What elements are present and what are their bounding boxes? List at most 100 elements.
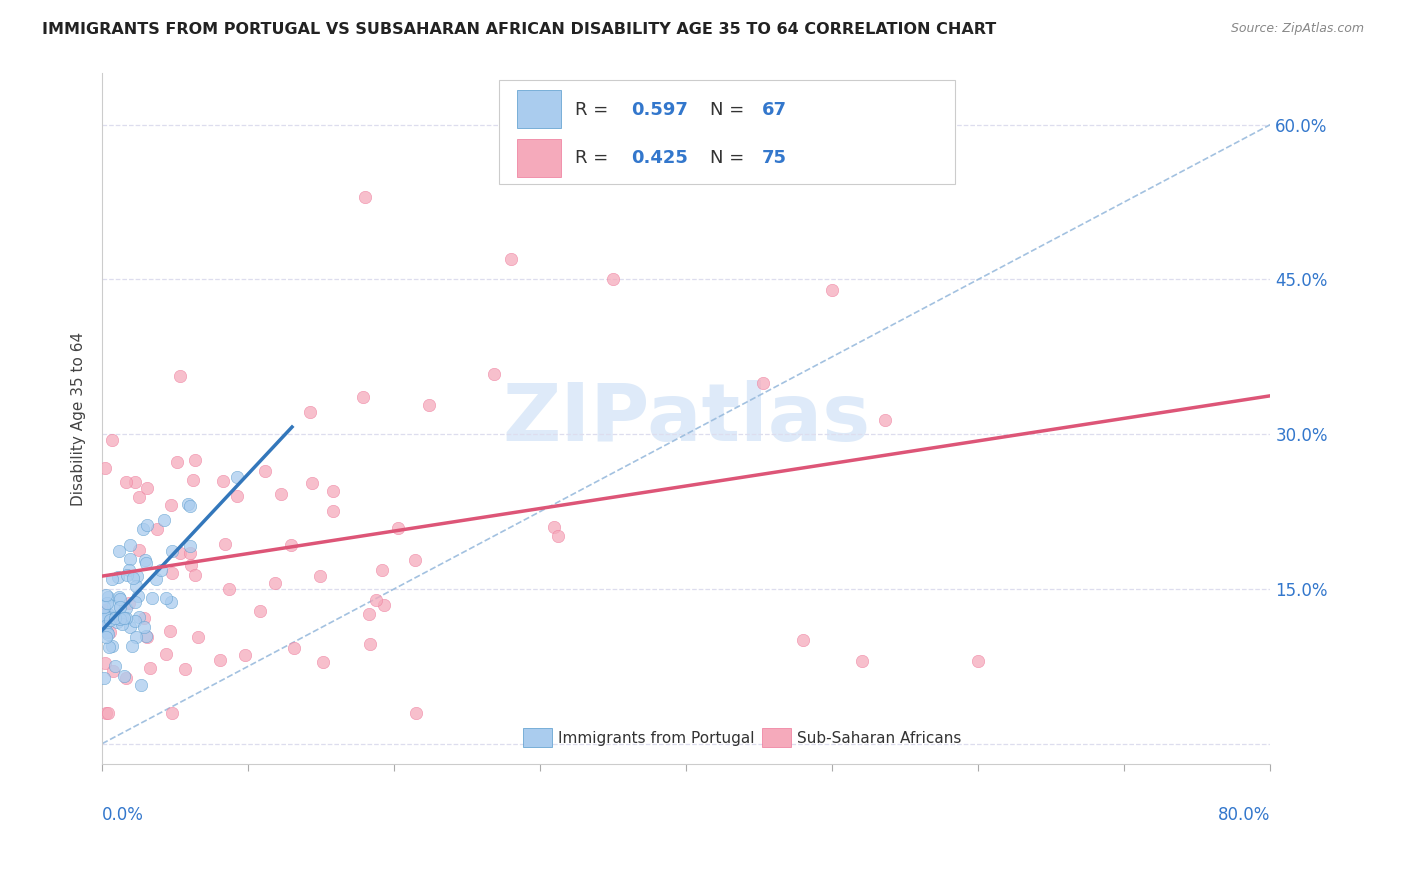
Point <box>183 453 205 467</box>
Point <box>136 517 159 532</box>
Point <box>159 624 181 638</box>
Point <box>107 570 129 584</box>
Point <box>104 611 127 625</box>
FancyBboxPatch shape <box>523 728 553 747</box>
Point <box>114 475 136 489</box>
Point <box>111 611 134 625</box>
Point <box>354 190 377 204</box>
Point <box>312 655 335 669</box>
Point <box>93 614 115 628</box>
Point <box>94 619 117 633</box>
Point <box>97 706 120 720</box>
Point <box>118 538 141 552</box>
Point <box>821 283 844 297</box>
Point <box>94 656 117 670</box>
Point <box>359 637 381 651</box>
Point <box>752 376 775 390</box>
Point <box>94 706 117 720</box>
Point <box>218 582 240 596</box>
Point <box>499 252 522 266</box>
Point <box>146 522 169 536</box>
Point <box>226 489 249 503</box>
Point <box>108 612 131 626</box>
Point <box>179 499 201 513</box>
Point <box>115 610 138 624</box>
Text: N =: N = <box>710 149 749 167</box>
Point <box>225 469 247 483</box>
Point <box>160 544 183 558</box>
Point <box>129 678 152 692</box>
Point <box>134 611 156 625</box>
Point <box>96 588 118 602</box>
Point <box>145 572 167 586</box>
Point <box>125 579 148 593</box>
Point <box>93 607 115 622</box>
Point <box>97 627 120 641</box>
Point <box>96 596 118 610</box>
Point <box>93 461 115 475</box>
Point <box>298 405 321 419</box>
Point <box>322 503 344 517</box>
Point <box>404 553 426 567</box>
Point <box>94 630 117 644</box>
Text: Sub-Saharan Africans: Sub-Saharan Africans <box>797 731 962 746</box>
Point <box>253 464 276 478</box>
Point <box>100 639 122 653</box>
Point <box>93 671 115 685</box>
Point <box>93 603 115 617</box>
Text: 0.0%: 0.0% <box>103 805 143 823</box>
Text: IMMIGRANTS FROM PORTUGAL VS SUBSAHARAN AFRICAN DISABILITY AGE 35 TO 64 CORRELATI: IMMIGRANTS FROM PORTUGAL VS SUBSAHARAN A… <box>42 22 997 37</box>
Text: R =: R = <box>575 101 614 119</box>
Point <box>602 272 624 286</box>
Point <box>249 604 271 618</box>
Y-axis label: Disability Age 35 to 64: Disability Age 35 to 64 <box>72 332 86 506</box>
Point <box>482 367 505 381</box>
Point <box>104 658 127 673</box>
Point <box>135 629 157 643</box>
FancyBboxPatch shape <box>762 728 792 747</box>
Text: Immigrants from Portugal: Immigrants from Portugal <box>558 731 754 746</box>
Point <box>875 413 897 427</box>
Point <box>115 671 138 685</box>
Point <box>101 610 124 624</box>
Point <box>128 543 150 558</box>
Point <box>283 641 305 656</box>
Point <box>96 611 118 625</box>
Text: 75: 75 <box>762 149 787 167</box>
Point <box>112 669 135 683</box>
Text: Source: ZipAtlas.com: Source: ZipAtlas.com <box>1230 22 1364 36</box>
Point <box>169 546 191 560</box>
Point <box>96 624 118 639</box>
Point <box>115 567 138 582</box>
Point <box>141 591 163 606</box>
Point <box>547 529 569 543</box>
Text: 67: 67 <box>762 101 787 119</box>
Point <box>371 563 394 577</box>
Point <box>159 498 181 512</box>
Point <box>135 630 157 644</box>
Point <box>309 569 332 583</box>
Point <box>160 594 183 608</box>
Point <box>97 640 120 654</box>
Point <box>101 599 124 613</box>
Point <box>96 590 118 604</box>
Point <box>134 553 156 567</box>
Point <box>115 601 138 615</box>
Point <box>112 611 135 625</box>
Point <box>124 595 146 609</box>
Point <box>352 390 374 404</box>
Point <box>107 544 129 558</box>
Point <box>405 706 427 720</box>
Point <box>280 538 302 552</box>
Point <box>209 653 232 667</box>
Point <box>101 664 124 678</box>
Point <box>101 433 124 447</box>
Point <box>179 540 201 554</box>
Point <box>179 546 201 560</box>
Point <box>851 654 873 668</box>
Point <box>160 566 183 581</box>
Point <box>155 647 177 661</box>
Point <box>263 575 285 590</box>
Point <box>214 537 236 551</box>
Point <box>169 369 191 384</box>
